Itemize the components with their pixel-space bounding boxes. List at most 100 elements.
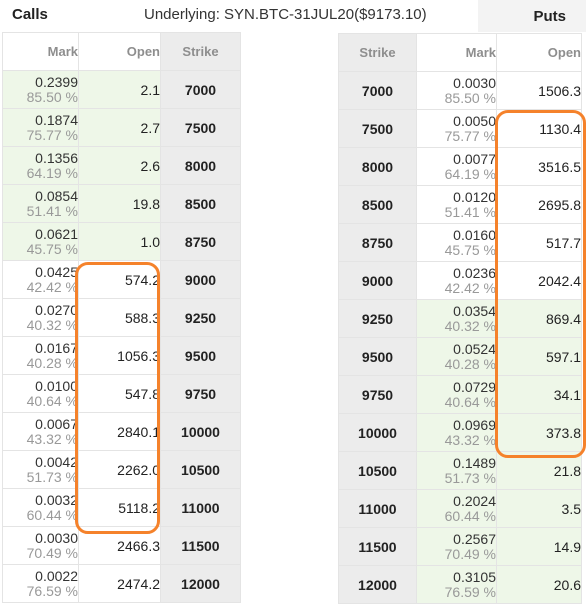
puts-row[interactable]: 12000 0.3105 76.59 % 20.6: [338, 565, 582, 604]
open-interest-cell[interactable]: 1.0: [78, 222, 161, 261]
mark-cell[interactable]: 0.0067 43.32 %: [2, 412, 79, 451]
mark-cell[interactable]: 0.0160 45.75 %: [416, 223, 497, 262]
strike-cell: 9750: [338, 375, 417, 414]
open-interest-cell[interactable]: 2695.8: [496, 185, 582, 224]
calls-mark-header[interactable]: Mark: [2, 32, 79, 71]
strike-cell: 9000: [338, 261, 417, 300]
mark-cell[interactable]: 0.0120 51.41 %: [416, 185, 497, 224]
mark-cell[interactable]: 0.0167 40.28 %: [2, 336, 79, 375]
mark-cell[interactable]: 0.0270 40.32 %: [2, 298, 79, 337]
open-interest-cell[interactable]: 1056.3: [78, 336, 161, 375]
calls-row[interactable]: 0.0167 40.28 % 1056.3 9500: [2, 336, 241, 375]
open-interest-cell[interactable]: 869.4: [496, 299, 582, 338]
mark-cell[interactable]: 0.1874 75.77 %: [2, 108, 79, 147]
open-interest-cell[interactable]: 3.5: [496, 489, 582, 528]
mark-cell[interactable]: 0.0524 40.28 %: [416, 337, 497, 376]
mark-cell[interactable]: 0.2024 60.44 %: [416, 489, 497, 528]
mark-cell[interactable]: 0.0050 75.77 %: [416, 109, 497, 148]
calls-row[interactable]: 0.0067 43.32 % 2840.1 10000: [2, 412, 241, 451]
mark-price: 0.0621: [35, 225, 78, 242]
open-interest-cell[interactable]: 373.8: [496, 413, 582, 452]
mark-cell[interactable]: 0.1489 51.73 %: [416, 451, 497, 490]
mark-cell[interactable]: 0.0042 51.73 %: [2, 450, 79, 489]
puts-row[interactable]: 8000 0.0077 64.19 % 3516.5: [338, 147, 582, 186]
mark-cell[interactable]: 0.0030 70.49 %: [2, 526, 79, 565]
implied-volatility: 40.28 %: [444, 355, 496, 372]
open-interest-cell[interactable]: 19.8: [78, 184, 161, 223]
puts-row[interactable]: 9750 0.0729 40.64 % 34.1: [338, 375, 582, 414]
open-interest-cell[interactable]: 14.9: [496, 527, 582, 566]
calls-row[interactable]: 0.0270 40.32 % 588.3 9250: [2, 298, 241, 337]
open-interest-cell[interactable]: 574.2: [78, 260, 161, 299]
calls-row[interactable]: 0.0425 42.42 % 574.2 9000: [2, 260, 241, 299]
puts-row[interactable]: 9250 0.0354 40.32 % 869.4: [338, 299, 582, 338]
open-interest-cell[interactable]: 2.6: [78, 146, 161, 185]
mark-price: 0.2399: [35, 73, 78, 90]
puts-row[interactable]: 9500 0.0524 40.28 % 597.1: [338, 337, 582, 376]
mark-cell[interactable]: 0.0100 40.64 %: [2, 374, 79, 413]
mark-cell[interactable]: 0.3105 76.59 %: [416, 565, 497, 604]
puts-row[interactable]: 11500 0.2567 70.49 % 14.9: [338, 527, 582, 566]
open-interest-cell[interactable]: 2.1: [78, 70, 161, 109]
puts-row[interactable]: 11000 0.2024 60.44 % 3.5: [338, 489, 582, 528]
calls-row[interactable]: 0.1356 64.19 % 2.6 8000: [2, 146, 241, 185]
calls-row[interactable]: 0.0854 51.41 % 19.8 8500: [2, 184, 241, 223]
mark-cell[interactable]: 0.1356 64.19 %: [2, 146, 79, 185]
mark-cell[interactable]: 0.0077 64.19 %: [416, 147, 497, 186]
open-interest-cell[interactable]: 2.7: [78, 108, 161, 147]
open-interest-cell[interactable]: 517.7: [496, 223, 582, 262]
puts-row[interactable]: 10500 0.1489 51.73 % 21.8: [338, 451, 582, 490]
calls-row[interactable]: 0.1874 75.77 % 2.7 7500: [2, 108, 241, 147]
open-interest-cell[interactable]: 2474.2: [78, 564, 161, 603]
calls-strike-header[interactable]: Strike: [160, 32, 241, 71]
puts-row[interactable]: 8500 0.0120 51.41 % 2695.8: [338, 185, 582, 224]
open-interest-cell[interactable]: 1130.4: [496, 109, 582, 148]
mark-cell[interactable]: 0.0621 45.75 %: [2, 222, 79, 261]
mark-cell[interactable]: 0.2399 85.50 %: [2, 70, 79, 109]
mark-price: 0.0120: [453, 188, 496, 205]
mark-cell[interactable]: 0.0032 60.44 %: [2, 488, 79, 527]
open-interest-cell[interactable]: 21.8: [496, 451, 582, 490]
open-interest-cell[interactable]: 2466.3: [78, 526, 161, 565]
mark-cell[interactable]: 0.0425 42.42 %: [2, 260, 79, 299]
open-interest-cell[interactable]: 20.6: [496, 565, 582, 604]
calls-row[interactable]: 0.0042 51.73 % 2262.0 10500: [2, 450, 241, 489]
puts-header-row: Strike Mark Open: [338, 33, 582, 72]
open-interest-cell[interactable]: 588.3: [78, 298, 161, 337]
open-interest-cell[interactable]: 2042.4: [496, 261, 582, 300]
mark-cell[interactable]: 0.0236 42.42 %: [416, 261, 497, 300]
open-interest-cell[interactable]: 3516.5: [496, 147, 582, 186]
mark-cell[interactable]: 0.0354 40.32 %: [416, 299, 497, 338]
mark-cell[interactable]: 0.2567 70.49 %: [416, 527, 497, 566]
mark-cell[interactable]: 0.0030 85.50 %: [416, 71, 497, 110]
mark-cell[interactable]: 0.0022 76.59 %: [2, 564, 79, 603]
puts-open-header[interactable]: Open: [496, 33, 582, 72]
open-interest-cell[interactable]: 2262.0: [78, 450, 161, 489]
puts-row[interactable]: 9000 0.0236 42.42 % 2042.4: [338, 261, 582, 300]
open-interest-cell[interactable]: 547.8: [78, 374, 161, 413]
open-interest-cell[interactable]: 597.1: [496, 337, 582, 376]
puts-strike-header[interactable]: Strike: [338, 33, 417, 72]
mark-cell[interactable]: 0.0729 40.64 %: [416, 375, 497, 414]
mark-price: 0.1874: [35, 111, 78, 128]
mark-cell[interactable]: 0.0854 51.41 %: [2, 184, 79, 223]
puts-row[interactable]: 7500 0.0050 75.77 % 1130.4: [338, 109, 582, 148]
calls-row[interactable]: 0.0621 45.75 % 1.0 8750: [2, 222, 241, 261]
calls-row[interactable]: 0.2399 85.50 % 2.1 7000: [2, 70, 241, 109]
mark-cell[interactable]: 0.0969 43.32 %: [416, 413, 497, 452]
calls-row[interactable]: 0.0100 40.64 % 547.8 9750: [2, 374, 241, 413]
calls-open-header[interactable]: Open: [78, 32, 161, 71]
open-interest-cell[interactable]: 34.1: [496, 375, 582, 414]
puts-mark-header[interactable]: Mark: [416, 33, 497, 72]
open-interest-cell[interactable]: 2840.1: [78, 412, 161, 451]
open-interest-cell[interactable]: 1506.3: [496, 71, 582, 110]
puts-row[interactable]: 10000 0.0969 43.32 % 373.8: [338, 413, 582, 452]
puts-row[interactable]: 7000 0.0030 85.50 % 1506.3: [338, 71, 582, 110]
implied-volatility: 51.73 %: [26, 468, 78, 485]
calls-row[interactable]: 0.0032 60.44 % 5118.2 11000: [2, 488, 241, 527]
open-interest-cell[interactable]: 5118.2: [78, 488, 161, 527]
calls-row[interactable]: 0.0022 76.59 % 2474.2 12000: [2, 564, 241, 603]
calls-row[interactable]: 0.0030 70.49 % 2466.3 11500: [2, 526, 241, 565]
puts-row[interactable]: 8750 0.0160 45.75 % 517.7: [338, 223, 582, 262]
implied-volatility: 70.49 %: [26, 544, 78, 561]
